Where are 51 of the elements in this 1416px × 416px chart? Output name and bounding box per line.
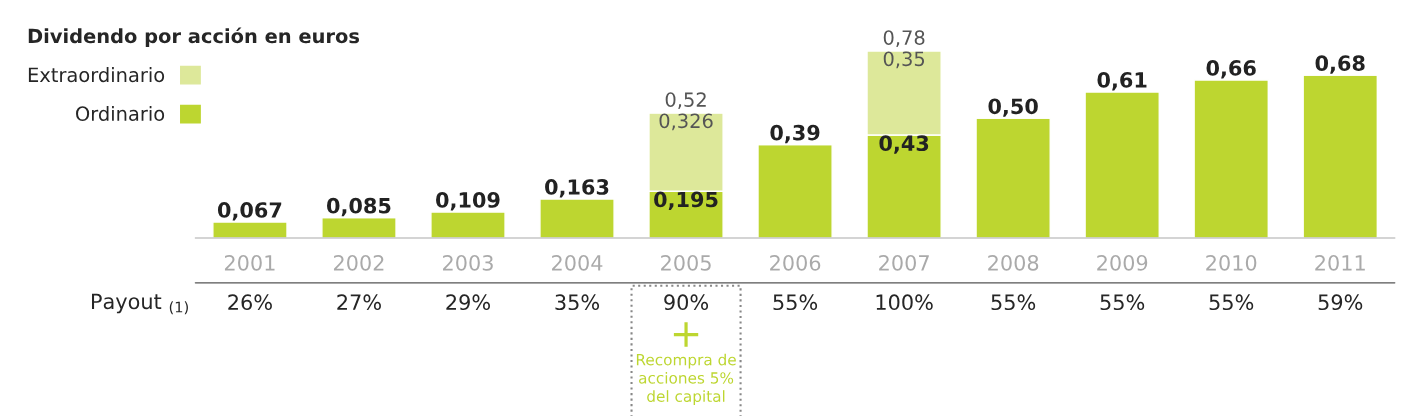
data-label: 0,68 [1315,55,1365,74]
text: 26% [228,294,272,311]
text: 55% [1209,294,1254,311]
data-label: 0,195 [654,191,718,211]
legend-label: Extraordinario [28,67,165,83]
x-tick-label: 2002 [333,254,384,271]
x-tick-label: 2004 [552,254,603,271]
x-tick-label: 2003 [443,254,493,271]
x-tick-label: 2001 [224,254,275,271]
bar [539,198,615,238]
text: 29% [446,294,490,311]
bar [1193,79,1269,238]
data-label: 0,35 [883,51,925,69]
text: Recompra de acciones 5% del capital [636,353,736,405]
bar [1302,74,1379,238]
text: 59% [1318,294,1363,311]
text: 55% [773,294,818,311]
x-tick-label: 2005 [661,254,711,271]
data-label: 0,66 [1206,60,1256,79]
text: 90% [664,294,709,311]
legend-label: Ordinario [76,105,165,122]
data-label: 0,163 [545,179,609,198]
data-label: 0,39 [770,124,820,144]
data-label: 0,326 [659,113,713,131]
bar [757,143,833,238]
bar [1084,91,1160,238]
x-tick-label: 2008 [988,254,1039,271]
x-tick-label: 2011 [1315,254,1365,271]
data-label: 0,61 [1097,72,1147,91]
text: 55% [1100,294,1145,311]
text: 55% [991,294,1036,311]
total-label: 0,78 [883,30,925,47]
data-label: 0,085 [327,197,391,217]
data-label: 0,109 [436,192,500,211]
text: 35% [555,294,600,311]
x-tick-label: 2007 [879,254,929,271]
bar [321,216,397,238]
legend-title: Dividendo por acción en euros [28,27,360,48]
data-label: 0,50 [988,98,1038,117]
data-label: 0,067 [217,202,282,221]
bar [975,117,1051,238]
x-tick-label: 2006 [770,254,821,271]
text: + [673,322,699,347]
x-tick-label: 2010 [1206,254,1257,271]
text: 27% [337,294,381,311]
text: 100% [876,294,933,311]
total-label: 0,52 [665,92,706,109]
bar [430,211,506,238]
x-tick-label: 2009 [1097,254,1148,271]
data-label: 0,43 [879,135,929,154]
text: Payout $_{(1)}$ [92,293,188,315]
